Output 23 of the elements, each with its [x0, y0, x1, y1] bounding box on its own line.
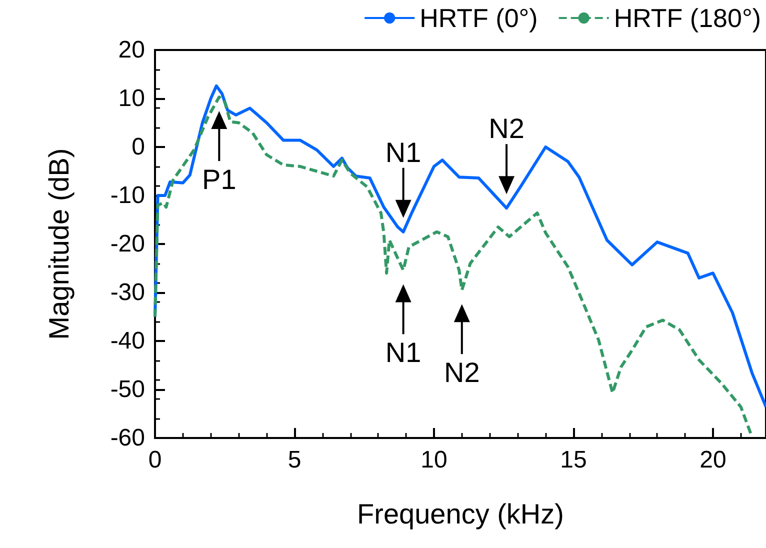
annotation: N1	[385, 337, 422, 368]
y-tick-label: -60	[110, 424, 145, 452]
y-axis-title: Magnitude (dB)	[44, 148, 74, 340]
x-tick-label: 20	[700, 446, 726, 474]
y-tick-label: -20	[110, 230, 145, 258]
y-tick-label: -10	[110, 182, 145, 209]
legend-label: HRTF (180°)	[614, 3, 762, 33]
x-tick-label: 5	[288, 446, 302, 474]
annotation: N2	[488, 113, 524, 144]
x-tick-label: 0	[148, 446, 162, 474]
y-tick-label: 20	[118, 36, 145, 64]
annotation: N1	[385, 136, 422, 168]
annotation: P1	[202, 164, 236, 196]
legend-label: HRTF (0°)	[420, 3, 538, 33]
x-tick-label: 15	[560, 446, 587, 474]
x-axis-title: Frequency (kHz)	[357, 498, 564, 530]
x-tick-label: 10	[420, 446, 448, 474]
y-tick-label: 0	[132, 134, 145, 160]
y-tick-label: -40	[110, 328, 145, 354]
y-tick-label: -30	[110, 279, 145, 306]
y-tick-label: -50	[110, 376, 145, 403]
y-tick-label: 10	[118, 85, 145, 112]
annotation: N2	[444, 357, 480, 388]
